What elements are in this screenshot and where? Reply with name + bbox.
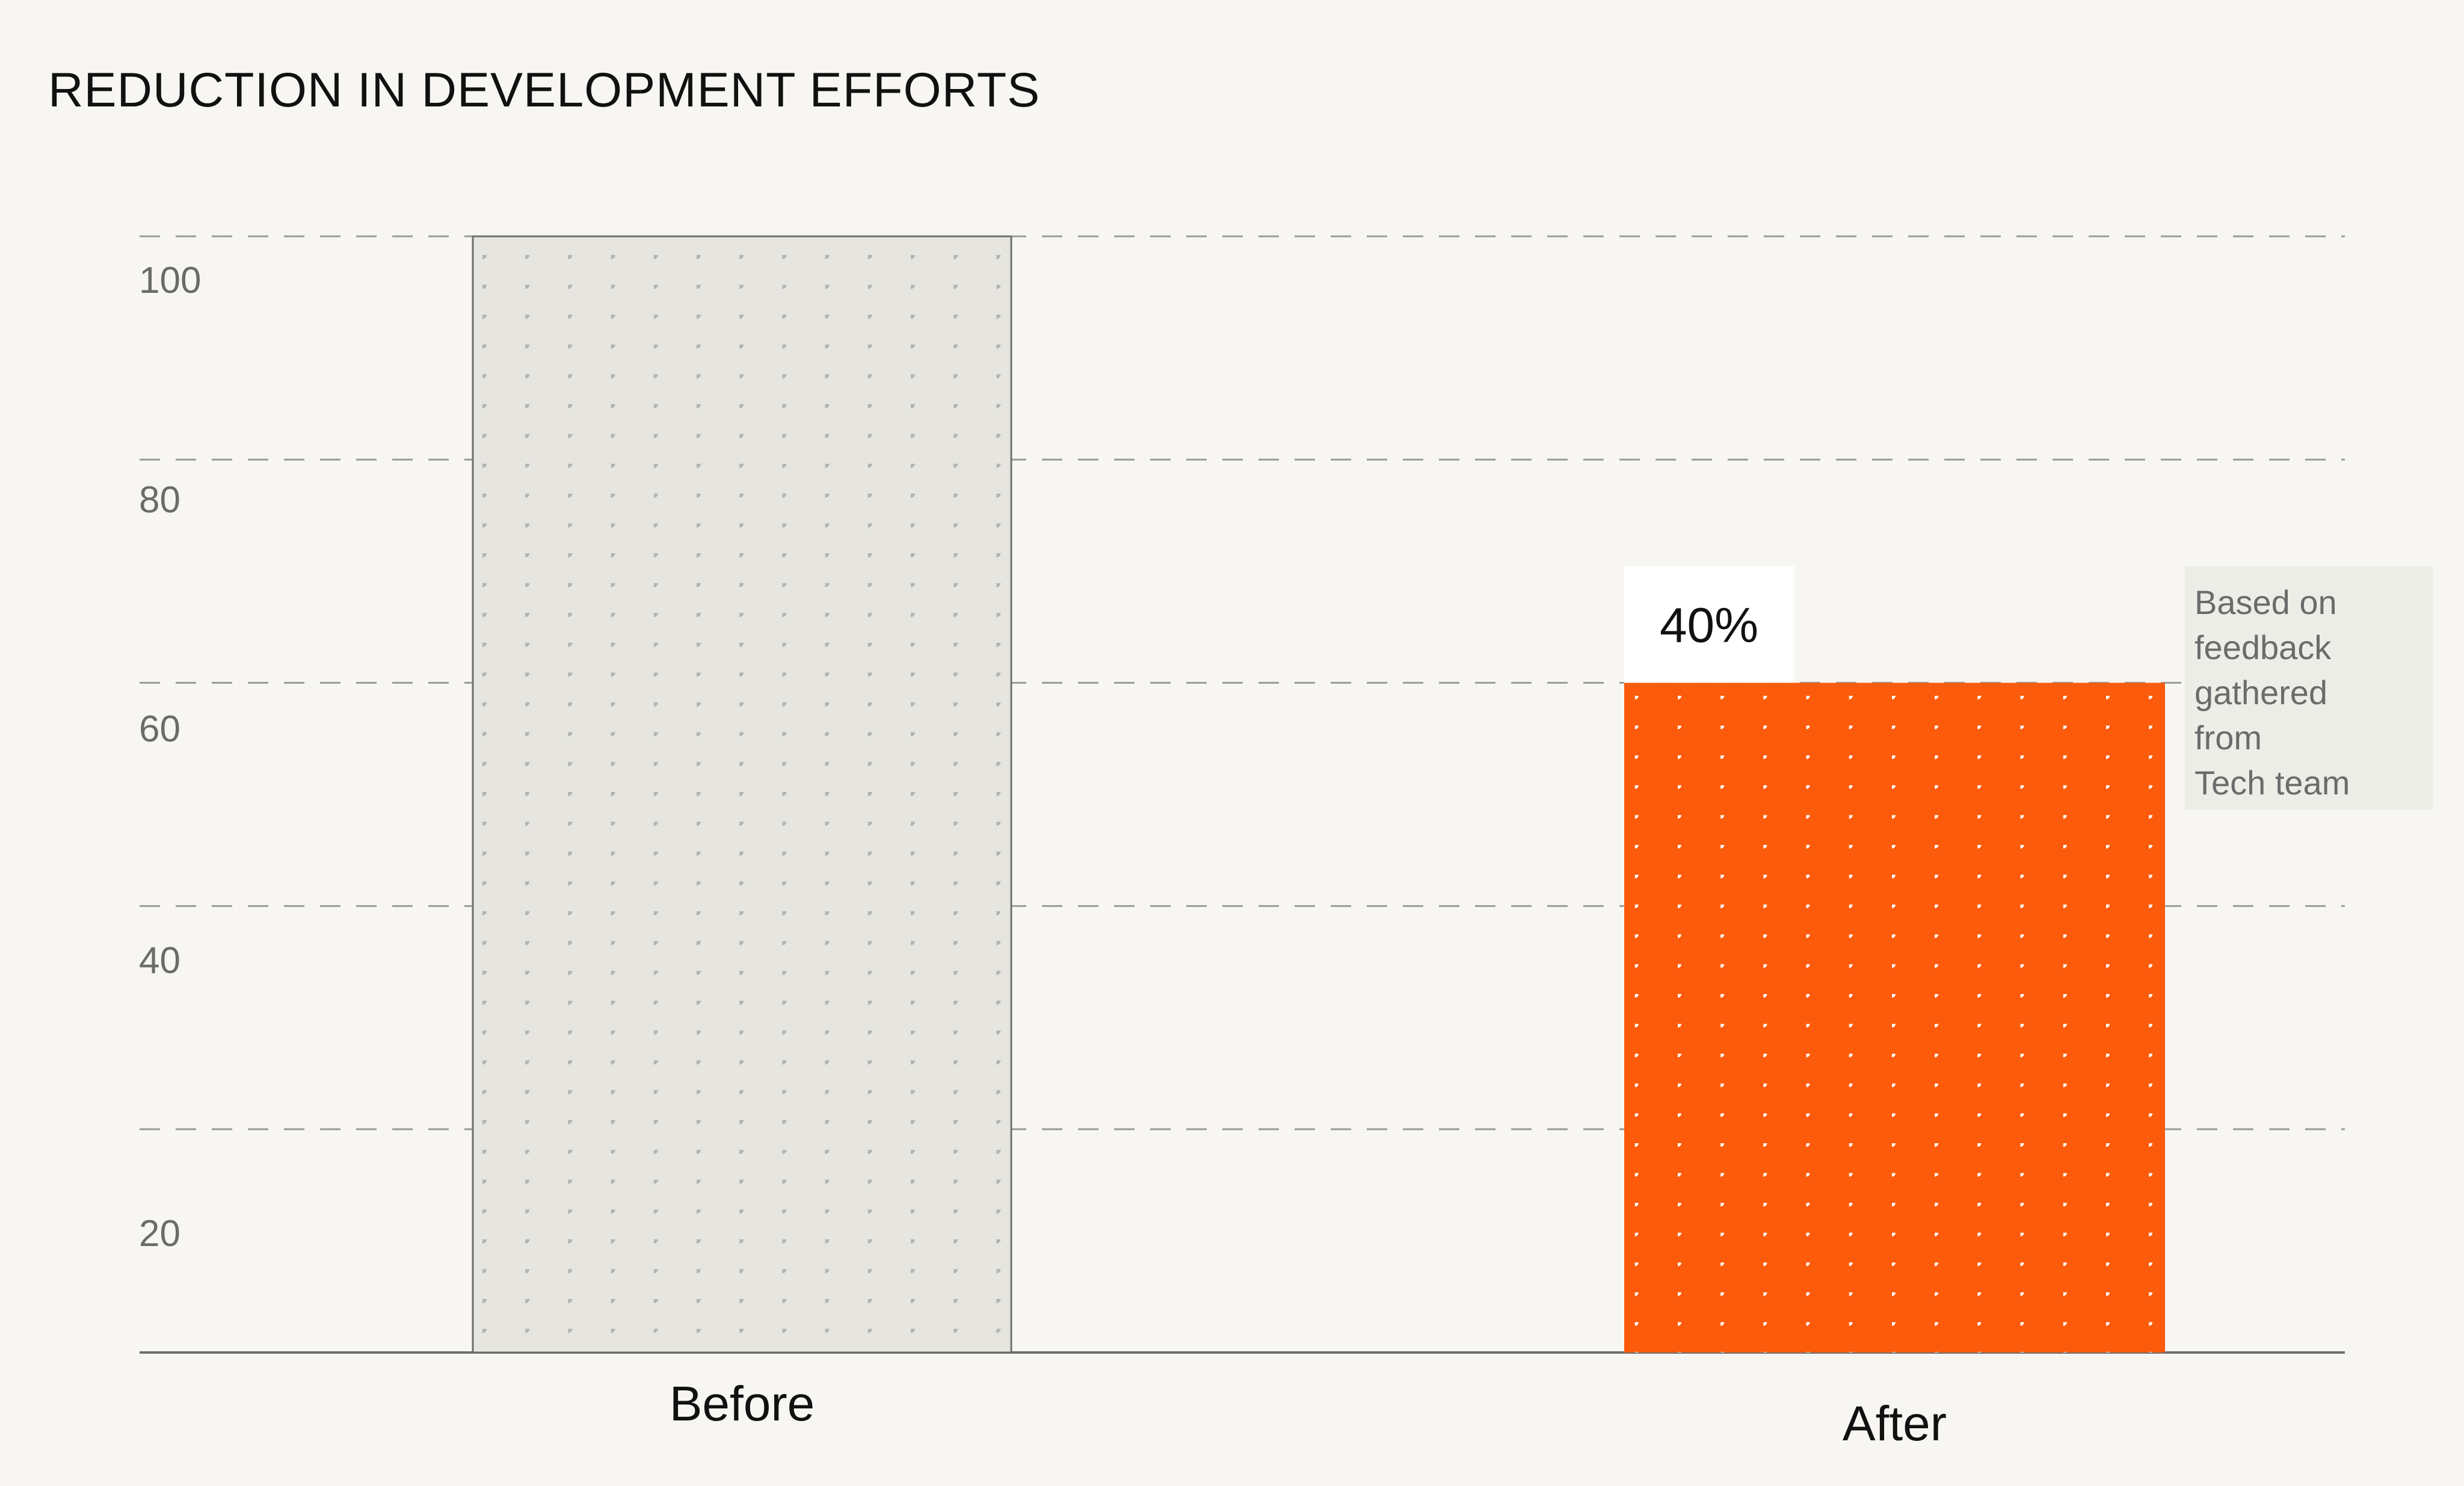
- x-tick-label: Before: [670, 1377, 815, 1431]
- y-tick-label: 40: [139, 940, 180, 981]
- data-label-box: [1624, 566, 1794, 683]
- bar-dots: [473, 236, 1011, 1352]
- data-label: 40%: [1624, 566, 1794, 683]
- annotation-text: Based on feedback gathered from Tech tea…: [2194, 583, 2350, 802]
- chart-title: REDUCTION IN DEVELOPMENT EFFORTS: [48, 63, 1041, 117]
- data-label-text: 40%: [1660, 598, 1758, 652]
- y-tick-label: 80: [139, 479, 180, 521]
- y-tick-label: 20: [139, 1213, 180, 1254]
- bar-before: [472, 235, 1012, 1354]
- x-tick-label: After: [1843, 1396, 1947, 1451]
- y-tick-label: 100: [139, 260, 201, 301]
- y-tick-label: 60: [139, 708, 180, 750]
- bar-after: [1624, 683, 2165, 1352]
- annotation-box: Based on feedback gathered from Tech tea…: [2185, 566, 2433, 809]
- bar-dots: [1624, 683, 2165, 1352]
